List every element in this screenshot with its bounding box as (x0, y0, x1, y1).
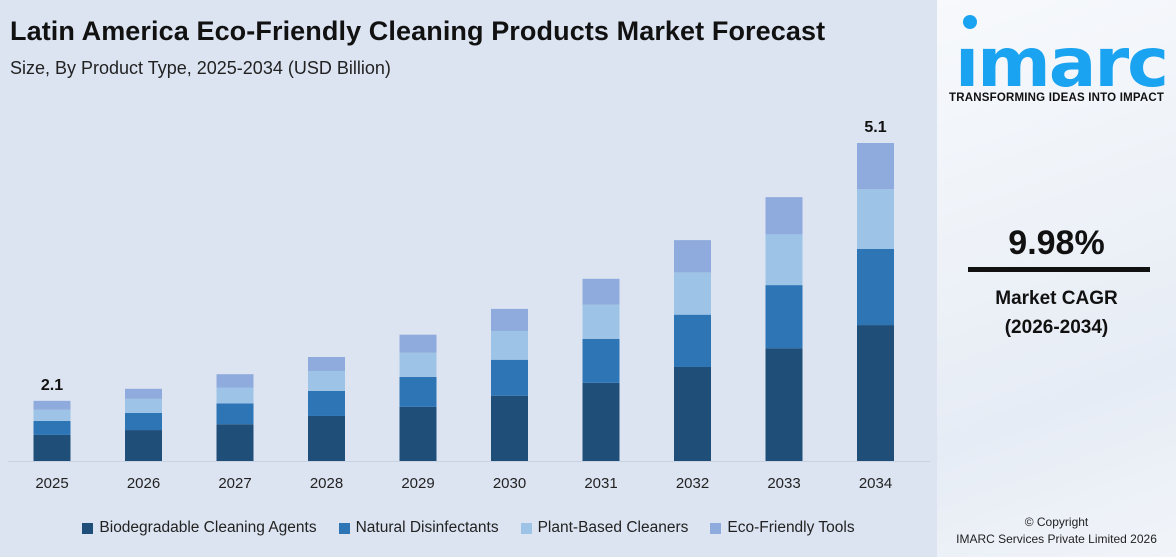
cagr-label: Market CAGR (2026-2034) (937, 284, 1176, 342)
bar-segment-2029-0 (399, 406, 437, 461)
chart-subtitle: Size, By Product Type, 2025-2034 (USD Bi… (10, 58, 391, 78)
copyright-text: © Copyright (1024, 515, 1089, 529)
svg-text:ımarc: ımarc (955, 24, 1167, 90)
bar-segment-2031-3 (582, 278, 620, 305)
copyright: © Copyright IMARC Services Private Limit… (937, 514, 1176, 548)
x-tick-label: 2026 (127, 475, 160, 492)
bar-segment-2030-2 (491, 330, 528, 360)
legend-label: Natural Disinfectants (355, 519, 499, 536)
legend-label: Biodegradable Cleaning Agents (99, 519, 317, 536)
legend-item: Biodegradable Cleaning Agents (82, 519, 317, 537)
x-tick-label: 2027 (218, 475, 251, 492)
cagr-label-text: Market CAGR (995, 288, 1118, 309)
bar-segment-2028-2 (308, 370, 345, 391)
legend-label: Plant-Based Cleaners (537, 519, 689, 536)
legend: Biodegradable Cleaning Agents Natural Dis… (0, 519, 937, 537)
bar-segment-2029-1 (399, 376, 437, 407)
legend-item: Plant-Based Cleaners (520, 519, 689, 537)
cagr-period: (2026-2034) (1004, 317, 1109, 338)
bar-segment-2034-3 (857, 143, 894, 190)
bar-segment-2032-1 (674, 314, 711, 367)
data-label: 2.1 (41, 377, 63, 394)
bar-segment-2030-0 (491, 395, 528, 461)
bar-segment-2030-3 (491, 308, 528, 331)
legend-swatch (338, 522, 350, 534)
bar-segment-2034-0 (857, 325, 894, 461)
bar-segment-2025-3 (33, 400, 71, 410)
bar-segment-2028-3 (308, 357, 345, 371)
bar-segment-2032-2 (674, 272, 711, 315)
bar-segment-2028-1 (308, 390, 345, 416)
company-name: IMARC Services Private Limited 2026 (956, 532, 1157, 546)
bar-segment-2034-2 (857, 189, 894, 249)
bar-segment-2027-0 (216, 424, 254, 461)
legend-swatch (82, 522, 94, 534)
bar-segment-2033-1 (765, 285, 803, 349)
bar-segment-2026-2 (125, 398, 162, 413)
tagline: TRANSFORMING IDEAS INTO IMPACT (949, 92, 1165, 104)
bar-segment-2031-0 (582, 382, 620, 461)
data-label: 5.1 (864, 119, 886, 136)
x-tick-label: 2029 (401, 475, 434, 492)
bar-segment-2027-1 (216, 403, 254, 425)
bar-segment-2025-0 (33, 434, 71, 461)
bar-segment-2030-1 (491, 359, 528, 396)
bar-segment-2027-3 (216, 374, 254, 388)
bar-segment-2032-0 (674, 366, 711, 461)
stacked-bar-chart: 2025 2.1 2026 2027 2028 2029 2030 2031 2032 2033 2… (8, 119, 930, 492)
info-panel: ımarc TRANSFORMING IDEAS INTO IMPACT 9.9… (937, 0, 1176, 557)
chart-title: Latin America Eco-Friendly Cleaning Prod… (10, 16, 826, 46)
divider (968, 267, 1150, 272)
bar-segment-2031-1 (582, 338, 620, 383)
x-tick-label: 2030 (493, 475, 526, 492)
bar-segment-2025-2 (33, 409, 71, 421)
cagr-value: 9.98% (1008, 224, 1105, 262)
bar-segment-2029-2 (399, 352, 437, 377)
bar-segment-2026-0 (125, 430, 162, 461)
bar-segment-2027-2 (216, 387, 254, 404)
x-tick-label: 2031 (584, 475, 617, 492)
bar-segment-2028-0 (308, 415, 345, 461)
legend-item: Eco-Friendly Tools (710, 519, 855, 537)
bar-segment-2034-1 (857, 249, 894, 326)
bar-segment-2033-2 (765, 234, 803, 286)
bar-segment-2033-0 (765, 348, 803, 461)
bar-segment-2032-3 (674, 240, 711, 273)
bar-segment-2025-1 (33, 420, 71, 435)
legend-item: Natural Disinfectants (338, 519, 499, 537)
imarc-logo: ımarc (955, 15, 1169, 90)
x-tick-label: 2033 (767, 475, 800, 492)
bar-segment-2033-3 (765, 197, 803, 235)
x-tick-label: 2028 (310, 475, 343, 492)
chart-panel: Latin America Eco-Friendly Cleaning Prod… (0, 16, 937, 537)
legend-label: Eco-Friendly Tools (727, 519, 855, 536)
x-tick-label: 2032 (676, 475, 709, 492)
x-tick-label: 2034 (859, 475, 892, 492)
bar-segment-2031-2 (582, 304, 620, 339)
legend-swatch (520, 522, 532, 534)
bar-segment-2029-3 (399, 334, 437, 353)
bar-segment-2026-1 (125, 412, 162, 431)
bar-segment-2026-3 (125, 388, 162, 399)
x-tick-label: 2025 (35, 475, 68, 492)
legend-swatch (710, 522, 722, 534)
